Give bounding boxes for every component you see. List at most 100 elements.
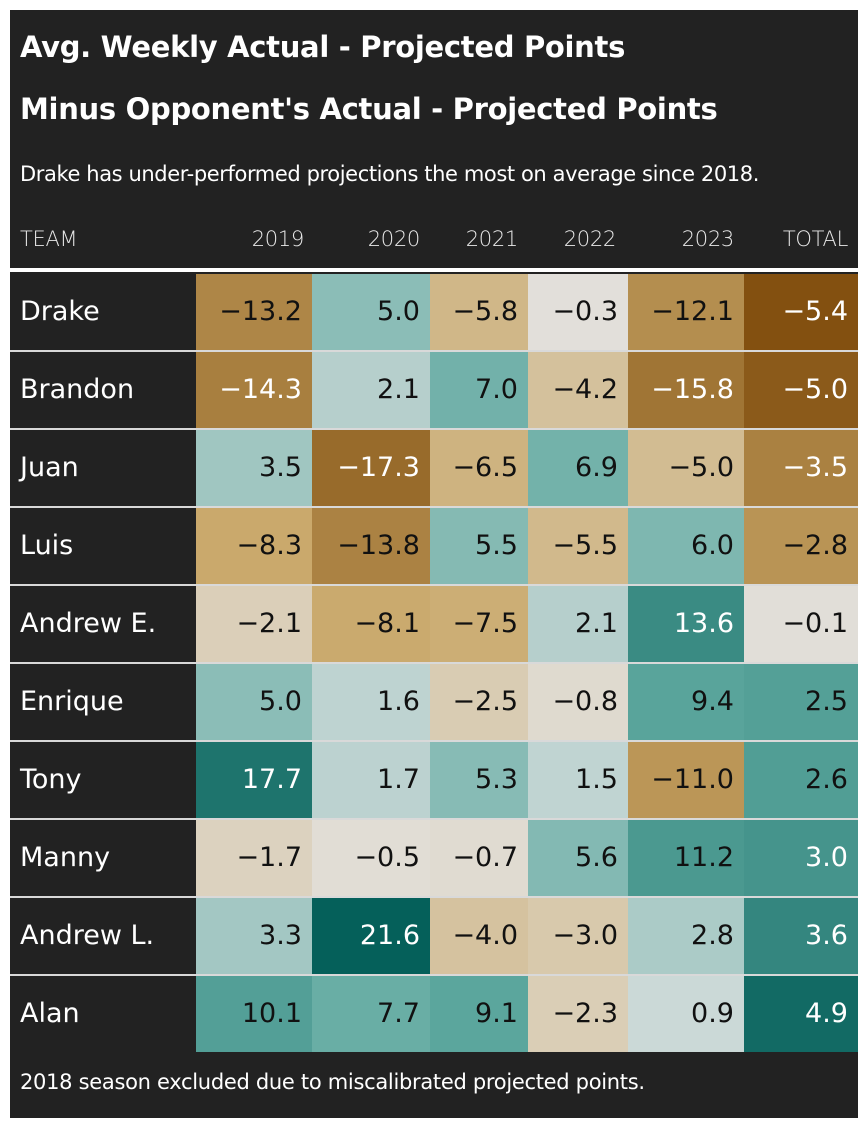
table-row: Brandon −14.3 2.1 7.0 −4.2 −15.8 −5.0	[10, 352, 858, 428]
cell-2023: −12.1	[628, 274, 744, 350]
table-row: Alan 10.1 7.7 9.1 −2.3 0.9 4.9	[10, 976, 858, 1052]
cell-total: −2.8	[744, 508, 858, 584]
table-row: Andrew E. −2.1 −8.1 −7.5 2.1 13.6 −0.1	[10, 586, 858, 662]
cell-2023: 2.8	[628, 898, 744, 974]
column-header-2019: 2019	[251, 227, 305, 251]
row-separator	[10, 818, 858, 820]
cell-2021: 5.5	[430, 508, 528, 584]
table-row: Andrew L. 3.3 21.6 −4.0 −3.0 2.8 3.6	[10, 898, 858, 974]
table-row: Juan 3.5 −17.3 −6.5 6.9 −5.0 −3.5	[10, 430, 858, 506]
cell-2023: 6.0	[628, 508, 744, 584]
cell-2020: −8.1	[312, 586, 430, 662]
cell-2019: 5.0	[196, 664, 312, 740]
cell-2021: −0.7	[430, 820, 528, 896]
cell-2021: −2.5	[430, 664, 528, 740]
header-divider	[10, 268, 858, 272]
cell-2019: 3.5	[196, 430, 312, 506]
cell-total: 2.6	[744, 742, 858, 818]
cell-2023: −5.0	[628, 430, 744, 506]
column-header-total: TOTAL	[782, 227, 848, 251]
cell-2020: 2.1	[312, 352, 430, 428]
chart-subtitle: Drake has under-performed projections th…	[20, 162, 759, 186]
cell-total: −5.0	[744, 352, 858, 428]
cell-2019: 17.7	[196, 742, 312, 818]
cell-2019: 3.3	[196, 898, 312, 974]
cell-2020: −17.3	[312, 430, 430, 506]
cell-2022: 1.5	[528, 742, 628, 818]
cell-total: −3.5	[744, 430, 858, 506]
row-separator	[10, 740, 858, 742]
cell-2021: 5.3	[430, 742, 528, 818]
row-separator	[10, 974, 858, 976]
cell-2021: 7.0	[430, 352, 528, 428]
footnote: 2018 season excluded due to miscalibrate…	[20, 1070, 645, 1094]
cell-2020: 5.0	[312, 274, 430, 350]
cell-2021: −5.8	[430, 274, 528, 350]
cell-2020: −13.8	[312, 508, 430, 584]
cell-total: 3.0	[744, 820, 858, 896]
table-row: Drake −13.2 5.0 −5.8 −0.3 −12.1 −5.4	[10, 274, 858, 350]
column-header-2023: 2023	[681, 227, 735, 251]
cell-2022: 2.1	[528, 586, 628, 662]
cell-2020: 1.6	[312, 664, 430, 740]
cell-2022: −0.3	[528, 274, 628, 350]
cell-2022: −3.0	[528, 898, 628, 974]
row-separator	[10, 662, 858, 664]
cell-total: −5.4	[744, 274, 858, 350]
cell-2020: 1.7	[312, 742, 430, 818]
cell-2019: −14.3	[196, 352, 312, 428]
cell-2019: −13.2	[196, 274, 312, 350]
row-separator	[10, 350, 858, 352]
cell-2022: −4.2	[528, 352, 628, 428]
table-row: Enrique 5.0 1.6 −2.5 −0.8 9.4 2.5	[10, 664, 858, 740]
cell-total: −0.1	[744, 586, 858, 662]
cell-2023: 13.6	[628, 586, 744, 662]
cell-2023: 9.4	[628, 664, 744, 740]
cell-2022: −0.8	[528, 664, 628, 740]
chart-title-line-1: Avg. Weekly Actual - Projected Points	[20, 30, 626, 64]
cell-2023: 0.9	[628, 976, 744, 1052]
cell-2022: −5.5	[528, 508, 628, 584]
cell-2023: −15.8	[628, 352, 744, 428]
row-separator	[10, 506, 858, 508]
cell-2022: 6.9	[528, 430, 628, 506]
team-name: Drake	[20, 296, 100, 327]
cell-2020: 7.7	[312, 976, 430, 1052]
column-header-2020: 2020	[367, 227, 421, 251]
team-name: Andrew E.	[20, 608, 157, 639]
team-name: Luis	[20, 530, 74, 561]
row-separator	[10, 584, 858, 586]
cell-2019: −1.7	[196, 820, 312, 896]
cell-2021: −6.5	[430, 430, 528, 506]
team-name: Manny	[20, 842, 111, 873]
team-name: Andrew L.	[20, 920, 155, 951]
column-header-2022: 2022	[563, 227, 617, 251]
cell-2021: −7.5	[430, 586, 528, 662]
cell-2019: −8.3	[196, 508, 312, 584]
cell-2023: −11.0	[628, 742, 744, 818]
row-separator	[10, 428, 858, 430]
chart-title-line-2: Minus Opponent's Actual - Projected Poin…	[20, 92, 718, 126]
cell-2020: 21.6	[312, 898, 430, 974]
row-separator	[10, 896, 858, 898]
team-name: Enrique	[20, 686, 124, 717]
cell-2022: −2.3	[528, 976, 628, 1052]
cell-2019: −2.1	[196, 586, 312, 662]
table-row: Luis −8.3 −13.8 5.5 −5.5 6.0 −2.8	[10, 508, 858, 584]
chart-panel: Avg. Weekly Actual - Projected Points Mi…	[10, 10, 858, 1118]
column-header-team: TEAM	[20, 227, 78, 251]
cell-total: 2.5	[744, 664, 858, 740]
cell-total: 3.6	[744, 898, 858, 974]
team-name: Alan	[20, 998, 80, 1029]
cell-2019: 10.1	[196, 976, 312, 1052]
table-row: Tony 17.7 1.7 5.3 1.5 −11.0 2.6	[10, 742, 858, 818]
cell-2021: 9.1	[430, 976, 528, 1052]
cell-2021: −4.0	[430, 898, 528, 974]
cell-2023: 11.2	[628, 820, 744, 896]
column-header-2021: 2021	[465, 227, 519, 251]
table-row: Manny −1.7 −0.5 −0.7 5.6 11.2 3.0	[10, 820, 858, 896]
cell-2020: −0.5	[312, 820, 430, 896]
team-name: Brandon	[20, 374, 135, 405]
cell-2022: 5.6	[528, 820, 628, 896]
team-name: Tony	[20, 764, 82, 795]
